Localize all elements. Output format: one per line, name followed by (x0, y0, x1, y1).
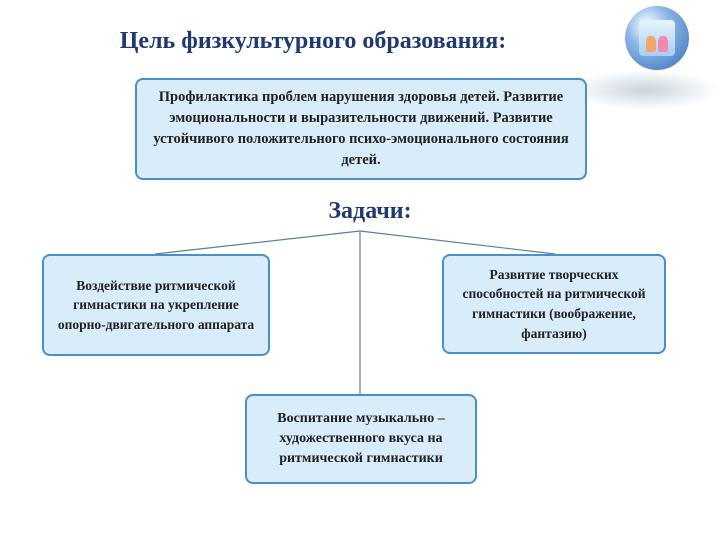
children-icon-inner (639, 20, 674, 55)
task-box-left: Воздействие ритмической гимнастики на ук… (42, 254, 270, 356)
task-bottom-text: Воспитание музыкально – художественного … (257, 409, 465, 470)
task-left-text: Воздействие ритмической гимнастики на ук… (54, 276, 258, 335)
goal-box: Профилактика проблем нарушения здоровья … (135, 78, 587, 180)
page-title: Цель физкультурного образования: (78, 28, 548, 55)
task-right-text: Развитие творческих способностей на ритм… (454, 265, 654, 343)
task-box-bottom: Воспитание музыкально – художественного … (245, 394, 477, 484)
children-icon (625, 6, 689, 70)
goal-text: Профилактика проблем нарушения здоровья … (147, 87, 575, 171)
task-box-right: Развитие творческих способностей на ритм… (442, 254, 666, 354)
decorative-shadow (570, 70, 720, 110)
tasks-title: Задачи: (300, 198, 440, 225)
